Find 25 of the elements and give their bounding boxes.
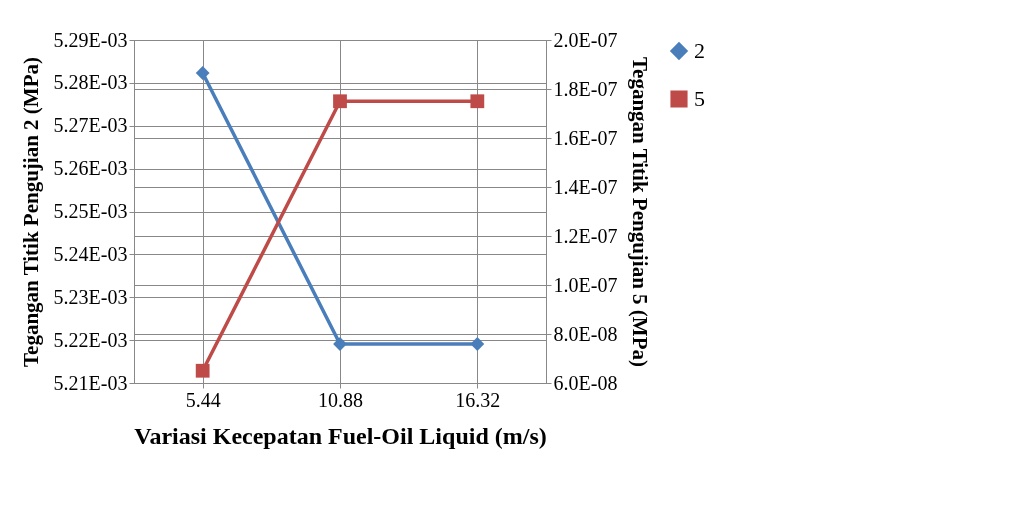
y-tick-label: 5.22E-03 xyxy=(53,328,128,351)
y2-tick-label: 1.4E-07 xyxy=(553,175,618,198)
legend-label: 5 xyxy=(694,86,705,111)
x-tick-label: 10.88 xyxy=(318,388,363,411)
y-tick-label: 5.28E-03 xyxy=(53,71,128,94)
y-axis-title: Tegangan Titik Pengujian 2 (MPa) xyxy=(18,57,43,367)
y2-tick-label: 1.0E-07 xyxy=(553,273,618,296)
y-tick-label: 5.26E-03 xyxy=(53,157,128,180)
y-tick-label: 5.21E-03 xyxy=(53,371,128,394)
x-tick-label: 5.44 xyxy=(185,388,221,411)
legend-label: 2 xyxy=(694,38,705,63)
y-tick-label: 5.25E-03 xyxy=(53,200,128,222)
y2-tick-label: 1.6E-07 xyxy=(553,126,618,149)
y2-tick-label: 2.0E-07 xyxy=(553,28,618,51)
y-tick-label: 5.29E-03 xyxy=(53,28,128,51)
y-tick-label: 5.23E-03 xyxy=(53,285,128,308)
y2-tick-label: 6.0E-08 xyxy=(553,371,618,394)
y-tick-label: 5.27E-03 xyxy=(53,114,128,137)
y-tick-label: 5.24E-03 xyxy=(53,242,128,265)
x-tick-label: 16.32 xyxy=(455,388,501,411)
y2-axis-title: Tegangan Titik Pengujian 5 (MPa) xyxy=(628,57,653,367)
y2-tick-label: 1.8E-07 xyxy=(553,77,618,100)
y2-tick-label: 1.2E-07 xyxy=(553,224,618,247)
y2-tick-label: 8.0E-08 xyxy=(553,322,618,345)
x-axis-title: Variasi Kecepatan Fuel-Oil Liquid (m/s) xyxy=(134,422,547,449)
